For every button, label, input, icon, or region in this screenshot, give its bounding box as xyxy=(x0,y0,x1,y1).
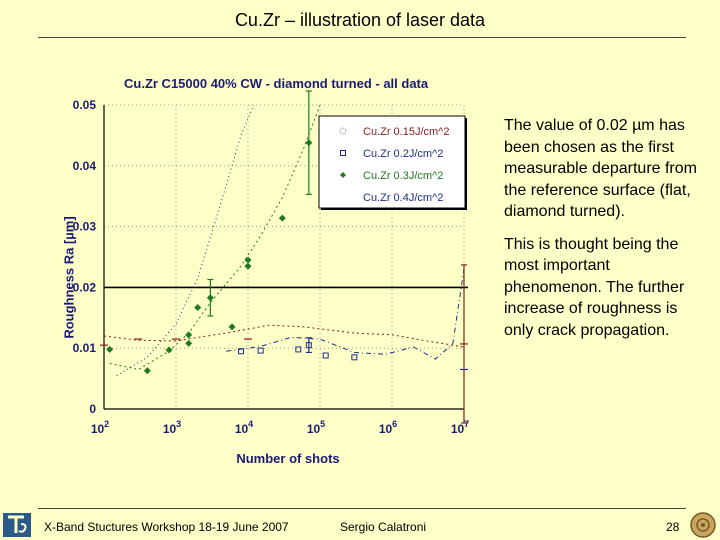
data-point-diamond xyxy=(185,339,193,347)
y-tick-label: 0.05 xyxy=(73,98,97,112)
footer-event: X-Band Stuctures Workshop 18-19 June 200… xyxy=(44,520,289,534)
data-point-diamond xyxy=(278,214,286,222)
x-tick-label: 104 xyxy=(235,419,253,436)
legend-entry: Cu.Zr 0.15J/cm^2 xyxy=(363,126,449,138)
y-axis-label: Roughness Ra [µm] xyxy=(61,216,77,339)
data-point-square xyxy=(238,348,245,355)
chart-title: Cu.Zr C15000 40% CW - diamond turned - a… xyxy=(124,76,429,91)
x-tick-label: 102 xyxy=(91,419,109,436)
data-point-square xyxy=(322,352,329,359)
data-point-diamond xyxy=(244,256,252,264)
x-tick-exponent: 7 xyxy=(464,419,469,429)
footer-divider xyxy=(38,508,686,509)
legend-box xyxy=(318,115,466,209)
data-point-diamond xyxy=(194,303,202,311)
data-point-diamond xyxy=(165,346,173,354)
x-tick-label: 107 xyxy=(451,419,469,436)
legend-marker xyxy=(340,150,346,156)
x-tick-base: 10 xyxy=(235,422,249,436)
note-phenomenon: This is thought being the most important… xyxy=(504,235,685,339)
legend-entry: Cu.Zr 0.3J/cm^2 xyxy=(363,170,443,182)
legend-marker xyxy=(339,127,347,135)
x-tick-exponent: 4 xyxy=(248,419,253,429)
chart: 0 0.01 0.02 0.03 0.04 0.05 102 103 104 105 106 107 C… xyxy=(38,70,496,470)
cern-emblem-icon xyxy=(690,512,716,538)
legend-entry: Cu.Zr 0.2J/cm^2 xyxy=(363,148,443,160)
data-point-diamond xyxy=(106,345,114,353)
y-tick-label: 0 xyxy=(89,402,96,416)
y-tick-label: 0.01 xyxy=(73,341,97,355)
x-tick-exponent: 6 xyxy=(392,419,397,429)
x-tick-exponent: 5 xyxy=(320,419,325,429)
x-tick-label: 106 xyxy=(379,419,397,436)
y-tick-label: 0.02 xyxy=(73,280,97,294)
x-tick-label: 103 xyxy=(163,419,181,436)
x-tick-base: 10 xyxy=(307,422,321,436)
data-point-diamond xyxy=(185,331,193,339)
data-point-diamond xyxy=(305,139,313,147)
x-tick-exponent: 2 xyxy=(104,419,109,429)
data-point-square xyxy=(305,342,312,349)
legend-entry: Cu.Zr 0.4J/cm^2 xyxy=(363,192,443,204)
data-point-diamond xyxy=(228,323,236,331)
notes-panel: The value of 0.02 µm has been chosen as … xyxy=(504,115,700,352)
note-reference-value: The value of 0.02 µm has been chosen as … xyxy=(504,117,697,220)
x-tick-base: 10 xyxy=(451,422,465,436)
x-tick-label: 105 xyxy=(307,419,325,436)
data-point-diamond xyxy=(206,294,214,302)
title-divider xyxy=(38,37,686,38)
data-point-square xyxy=(257,347,264,354)
institution-logo-icon xyxy=(3,513,31,537)
x-tick-base: 10 xyxy=(163,422,177,436)
data-point-square xyxy=(351,354,358,361)
y-tick-label: 0.04 xyxy=(73,159,97,173)
x-tick-base: 10 xyxy=(379,422,393,436)
data-point-diamond xyxy=(244,262,252,270)
trend-curve xyxy=(226,269,465,360)
slide-title: Cu.Zr – illustration of laser data xyxy=(234,10,486,30)
x-tick-base: 10 xyxy=(91,422,105,436)
data-point-square xyxy=(295,346,302,353)
footer-author: Sergio Calatroni xyxy=(340,520,427,534)
data-point-diamond xyxy=(143,367,151,375)
legend-marker xyxy=(340,172,346,178)
x-axis-label: Number of shots xyxy=(236,451,340,466)
x-tick-exponent: 3 xyxy=(176,419,181,429)
y-tick-label: 0.03 xyxy=(73,220,97,234)
footer-page-number: 28 xyxy=(666,520,680,534)
